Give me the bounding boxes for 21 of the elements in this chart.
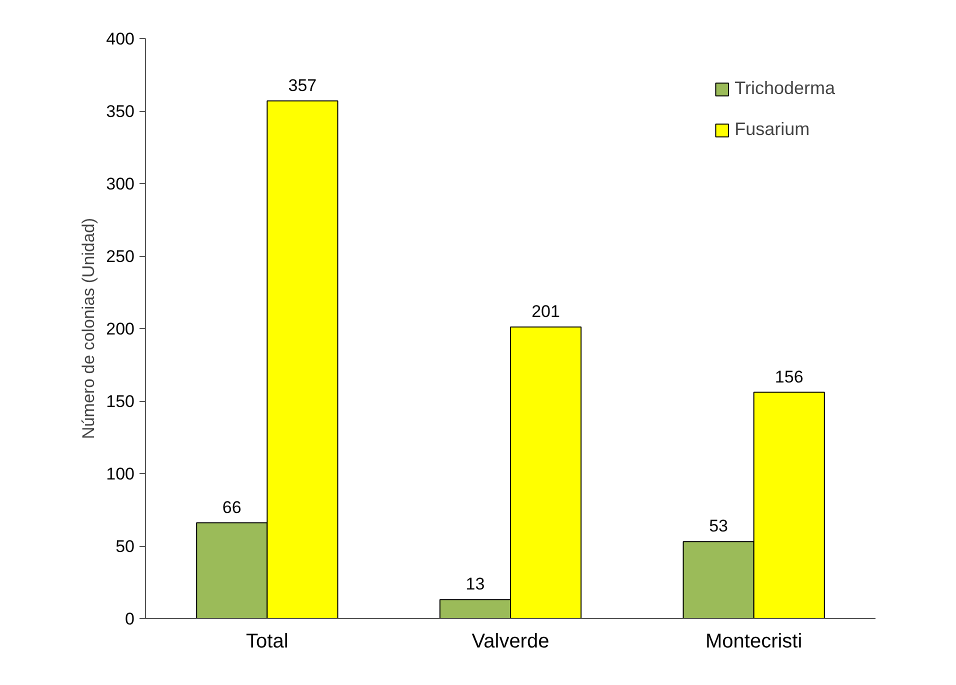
data-label: 66 bbox=[222, 498, 242, 517]
y-tick-label: 150 bbox=[106, 392, 135, 411]
y-tick-label: 250 bbox=[106, 247, 135, 266]
y-tick-label: 350 bbox=[106, 102, 135, 121]
y-tick-label: 300 bbox=[106, 174, 135, 194]
data-label: 13 bbox=[466, 574, 485, 594]
data-label: 156 bbox=[774, 367, 804, 386]
legend-label: Fusarium bbox=[734, 119, 810, 140]
x-tick-label: Montecristi bbox=[705, 630, 802, 652]
data-label: 201 bbox=[532, 302, 560, 322]
y-axis-title: Número de colonias (Unidad) bbox=[79, 218, 98, 440]
legend-label: Trichoderma bbox=[734, 78, 835, 99]
data-label: 357 bbox=[288, 76, 317, 95]
x-tick-label: Total bbox=[246, 630, 288, 652]
y-tick-label: 100 bbox=[106, 464, 135, 484]
y-tick-label: 200 bbox=[106, 320, 135, 338]
y-tick-label: 0 bbox=[125, 610, 135, 628]
data-label: 53 bbox=[709, 516, 728, 536]
y-tick-label: 50 bbox=[116, 537, 135, 556]
x-tick-label: Valverde bbox=[472, 630, 550, 652]
y-tick-label: 400 bbox=[106, 30, 135, 48]
